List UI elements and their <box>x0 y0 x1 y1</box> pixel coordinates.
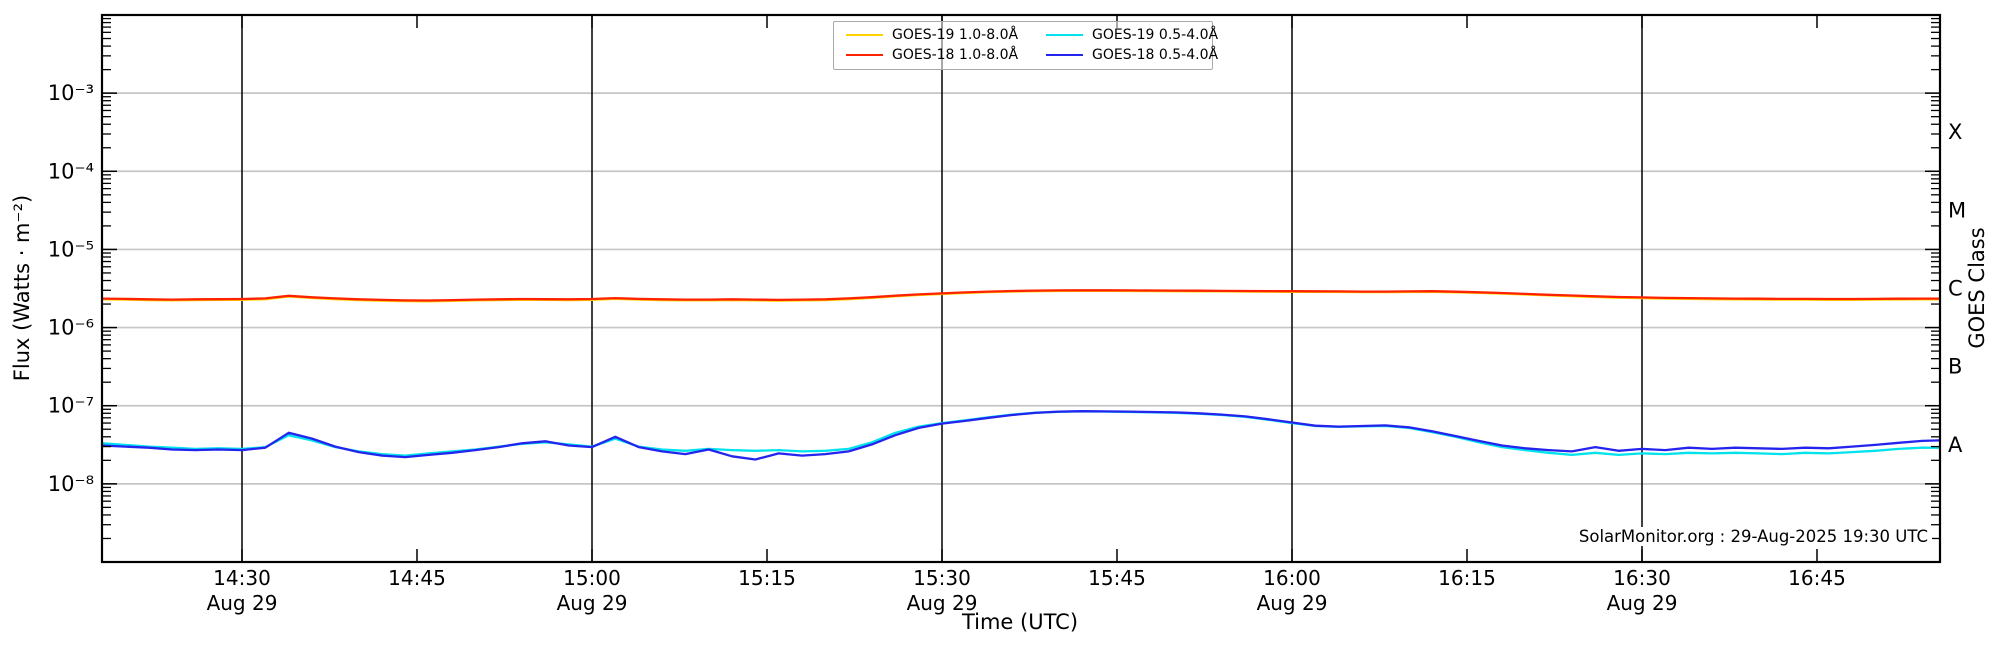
x-tick-label: 15:15 <box>738 566 796 590</box>
x-tick-label: 14:45 <box>388 566 446 590</box>
series-line-goes-18-1-0-8-0- <box>102 289 1940 302</box>
x-tick-label: 15:45 <box>1088 566 1146 590</box>
x-tick-date-label: Aug 29 <box>207 591 278 615</box>
goes-class-letter: C <box>1948 277 1963 301</box>
flux-tick-label: 10⁻⁵ <box>48 237 94 261</box>
legend-label: GOES-18 0.5-4.0Å <box>1092 47 1219 63</box>
flux-tick-label: 10⁻⁴ <box>48 159 94 183</box>
goes19-long-line-swatch <box>846 34 883 36</box>
goes-class-letter: B <box>1948 355 1962 379</box>
plot-frame <box>100 13 1942 564</box>
x-tick-date-label: Aug 29 <box>1257 591 1328 615</box>
x-tick-label: 16:15 <box>1438 566 1496 590</box>
flux-tick-label: 10⁻³ <box>48 81 94 105</box>
y-axis-title-goes-class: GOES Class <box>1965 227 1989 349</box>
y-axis-title-flux: Flux (Watts · m⁻²) <box>10 194 34 382</box>
goes18-long-line-swatch <box>846 54 883 56</box>
credit-text: SolarMonitor.org : 29-Aug-2025 19:30 UTC <box>1574 527 1932 546</box>
x-tick-label: 16:30 <box>1613 566 1671 590</box>
legend-item-goes18-long: GOES-18 1.0-8.0Å <box>834 45 1034 65</box>
goes18-short-line-swatch <box>1046 54 1083 56</box>
goes-class-letter: A <box>1948 433 1963 457</box>
x-tick-date-label: Aug 29 <box>1607 591 1678 615</box>
x-tick-date-label: Aug 29 <box>907 591 978 615</box>
flux-tick-label: 10⁻⁷ <box>48 394 94 418</box>
legend-item-goes18-short: GOES-18 0.5-4.0Å <box>1034 45 1218 65</box>
goes-class-letter: M <box>1948 198 1966 222</box>
legend-item-goes19-long: GOES-19 1.0-8.0Å <box>834 25 1034 45</box>
goes-class-letter: X <box>1948 120 1962 144</box>
x-tick-date-label: Aug 29 <box>557 591 628 615</box>
x-tick-label: 15:00 <box>563 566 621 590</box>
flux-tick-label: 10⁻⁸ <box>48 472 94 496</box>
x-tick-label: 16:45 <box>1788 566 1846 590</box>
legend-item-goes19-short: GOES-19 0.5-4.0Å <box>1034 25 1218 45</box>
x-axis-title: Time (UTC) <box>961 610 1079 634</box>
x-tick-label: 16:00 <box>1263 566 1321 590</box>
series-line-goes-18-0-5-4-0- <box>102 410 1940 461</box>
legend-label: GOES-18 1.0-8.0Å <box>892 47 1019 63</box>
x-tick-label: 14:30 <box>213 566 271 590</box>
legend: GOES-19 1.0-8.0Å GOES-19 0.5-4.0Å GOES-1… <box>833 21 1218 70</box>
x-tick-label: 15:30 <box>913 566 971 590</box>
goes19-short-line-swatch <box>1046 34 1083 36</box>
flux-tick-label: 10⁻⁶ <box>48 316 94 340</box>
legend-label: GOES-19 1.0-8.0Å <box>892 27 1019 43</box>
legend-label: GOES-19 0.5-4.0Å <box>1092 27 1219 43</box>
